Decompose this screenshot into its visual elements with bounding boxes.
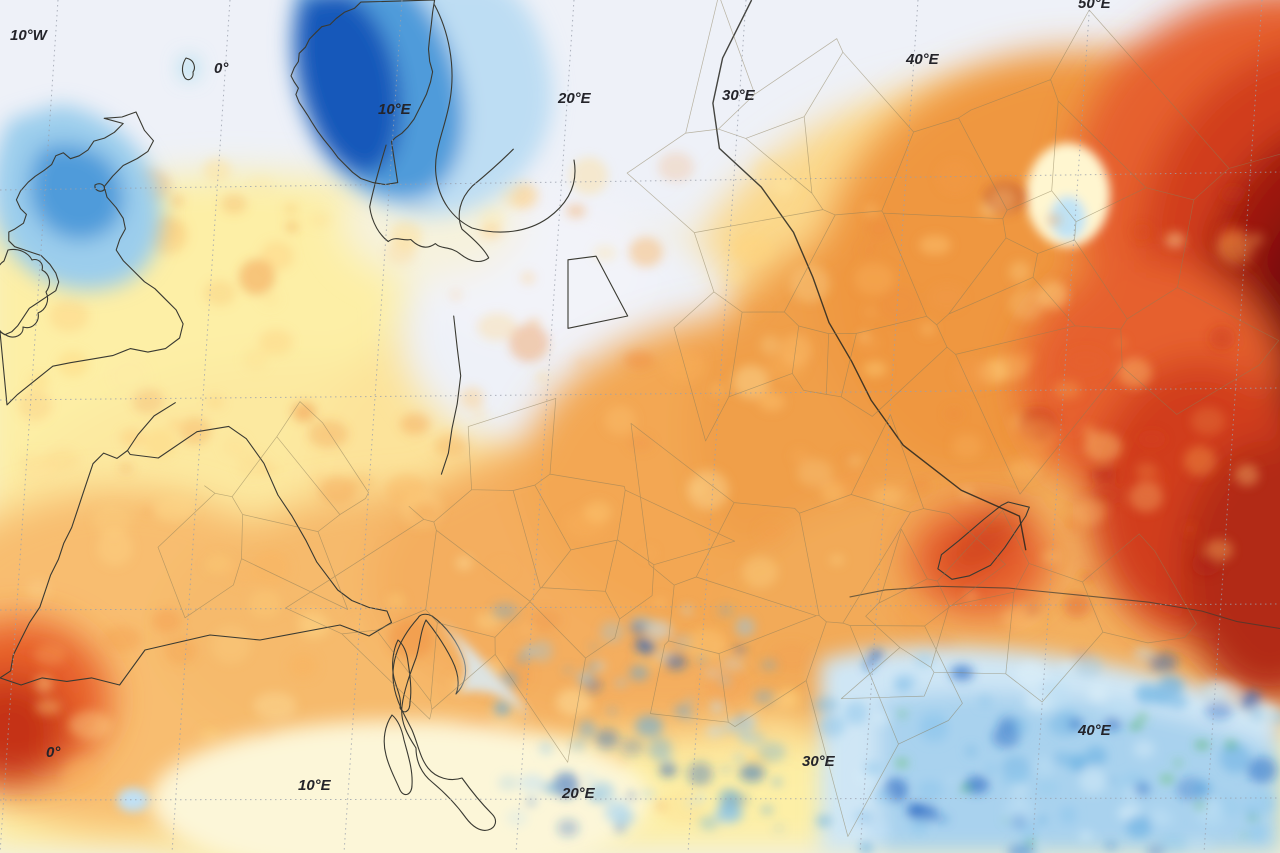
svg-text:40°E: 40°E (905, 51, 940, 68)
svg-text:30°E: 30°E (722, 87, 756, 104)
svg-text:0°: 0° (46, 744, 61, 761)
svg-text:10°E: 10°E (298, 777, 332, 794)
svg-text:20°E: 20°E (561, 785, 596, 802)
svg-text:20°E: 20°E (557, 90, 592, 107)
svg-text:40°E: 40°E (1077, 722, 1112, 739)
svg-text:30°E: 30°E (802, 753, 836, 770)
svg-text:10°E: 10°E (378, 101, 412, 118)
svg-text:0°: 0° (214, 60, 229, 77)
svg-text:50°E: 50°E (1078, 0, 1112, 12)
svg-text:10°W: 10°W (10, 27, 49, 44)
